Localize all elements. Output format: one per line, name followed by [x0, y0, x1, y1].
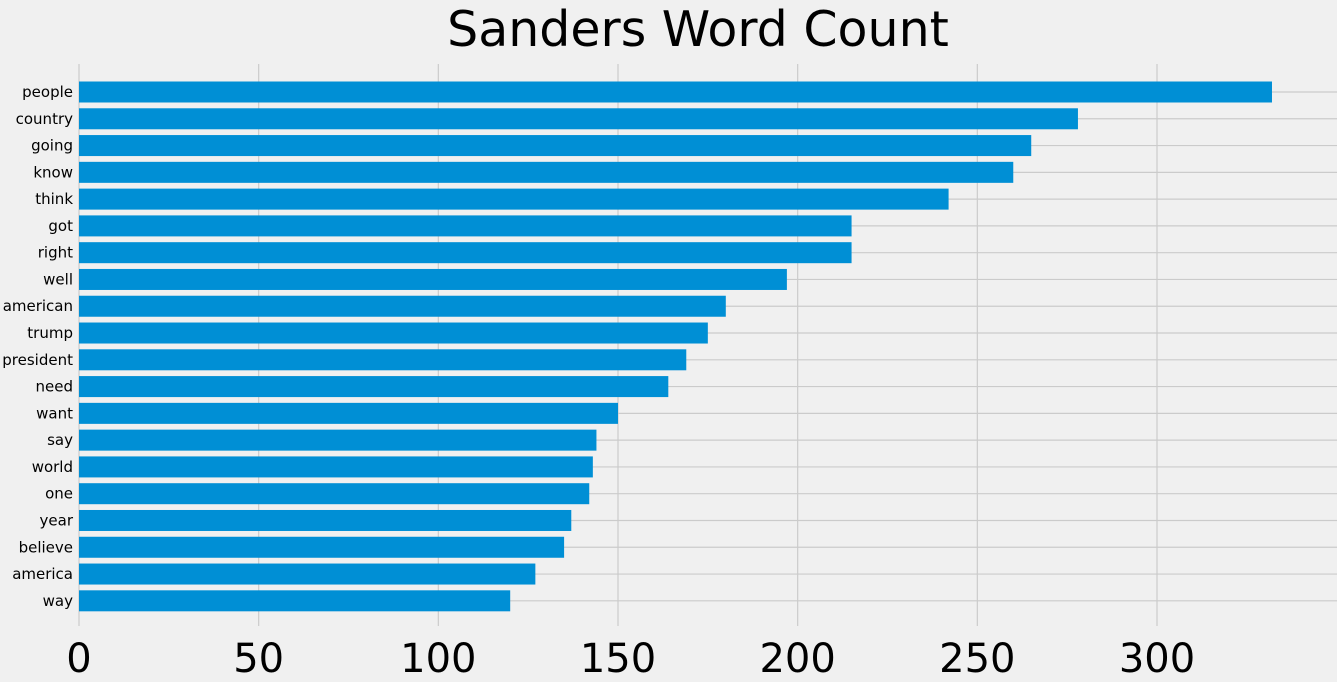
y-tick-label: say — [47, 431, 73, 449]
bar — [79, 429, 597, 451]
y-tick-label: country — [16, 110, 73, 128]
y-tick-label: trump — [27, 324, 73, 342]
bar — [79, 295, 726, 317]
y-tick-label: well — [43, 270, 73, 288]
y-tick-label: believe — [19, 538, 73, 556]
x-tick-label: 0 — [66, 636, 91, 682]
bar — [79, 509, 572, 531]
bar — [79, 268, 787, 290]
y-tick-label: one — [45, 485, 73, 503]
bar — [79, 215, 852, 237]
x-tick-label: 50 — [233, 636, 284, 682]
bar — [79, 81, 1272, 103]
y-tick-label: think — [35, 190, 73, 208]
x-tick-label: 200 — [759, 636, 835, 682]
bar — [79, 242, 852, 264]
bars — [79, 81, 1272, 612]
y-tick-label: know — [33, 163, 73, 181]
bar — [79, 483, 590, 505]
y-tick-label: world — [32, 458, 73, 476]
bar — [79, 108, 1078, 130]
bar — [79, 402, 618, 424]
bar — [79, 456, 593, 478]
y-tick-labels: people country going know think got right well a… — [2, 83, 74, 610]
x-tick-labels: 0 50 100 150 200 250 300 — [66, 636, 1195, 682]
y-tick-label: year — [40, 511, 74, 529]
bar — [79, 135, 1032, 157]
bar — [79, 590, 511, 612]
chart-title: Sanders Word Count — [447, 1, 949, 58]
y-tick-label: america — [12, 565, 73, 583]
y-tick-label: way — [43, 592, 73, 610]
bar — [79, 188, 949, 210]
bar — [79, 563, 536, 585]
y-tick-label: going — [31, 137, 73, 155]
y-tick-label: want — [36, 404, 73, 422]
bar — [79, 322, 708, 344]
y-tick-label: got — [48, 217, 73, 235]
x-tick-label: 300 — [1119, 636, 1195, 682]
y-tick-label: right — [38, 244, 73, 262]
y-tick-label: president — [2, 351, 73, 369]
bar — [79, 161, 1014, 183]
x-tick-label: 150 — [580, 636, 656, 682]
bar — [79, 536, 565, 558]
y-tick-label: american — [3, 297, 73, 315]
bar — [79, 349, 687, 371]
y-tick-label: people — [22, 83, 73, 101]
x-tick-label: 250 — [939, 636, 1015, 682]
y-tick-label: need — [36, 378, 74, 396]
x-tick-label: 100 — [400, 636, 476, 682]
bar — [79, 376, 669, 398]
